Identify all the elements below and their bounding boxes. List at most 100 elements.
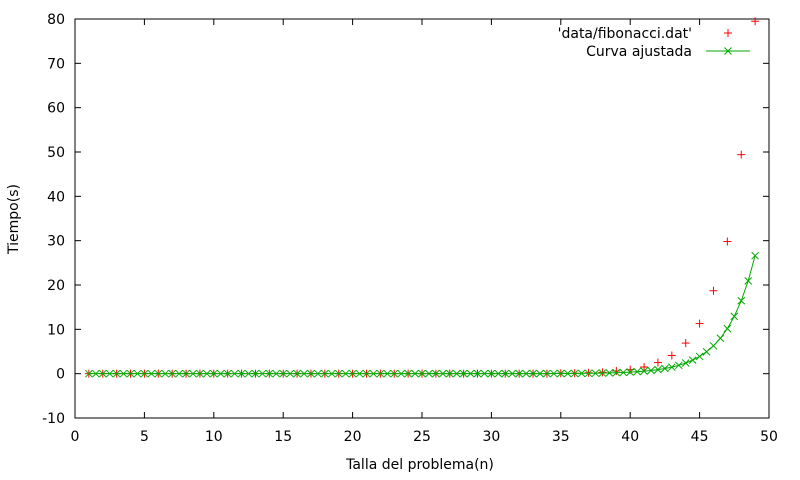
marker-d2 bbox=[529, 369, 537, 378]
marker-d2 bbox=[487, 369, 496, 378]
fit-curve-point bbox=[556, 369, 565, 378]
marker-d2 bbox=[452, 369, 461, 378]
marker-d2 bbox=[320, 369, 329, 378]
data-point bbox=[695, 319, 704, 328]
fit-curve-point bbox=[348, 369, 357, 378]
data-point bbox=[612, 367, 621, 376]
marker-d2 bbox=[230, 369, 239, 378]
marker-d2 bbox=[515, 369, 524, 378]
fit-curve-point bbox=[369, 369, 378, 378]
marker-d2 bbox=[175, 369, 183, 378]
marker-d2 bbox=[272, 369, 281, 378]
data-point bbox=[709, 286, 718, 295]
y-tick-label: 70 bbox=[47, 56, 65, 72]
marker-d2 bbox=[425, 369, 433, 378]
marker-d2 bbox=[147, 369, 156, 378]
marker-d2 bbox=[314, 369, 322, 378]
y-tick-label: 30 bbox=[47, 234, 65, 250]
y-tick-label: 0 bbox=[56, 367, 65, 383]
data-point bbox=[667, 351, 676, 360]
marker-d2 bbox=[605, 369, 614, 377]
fit-curve-point bbox=[397, 369, 406, 378]
fit-curve-point bbox=[716, 334, 725, 343]
fit-curve-point bbox=[723, 324, 732, 333]
fit-curve-point bbox=[196, 369, 204, 378]
fit-curve-point bbox=[730, 312, 739, 321]
marker-d2 bbox=[355, 369, 364, 378]
fit-curve-point bbox=[598, 369, 607, 377]
fit-curve-point bbox=[709, 341, 718, 350]
fit-curve-point bbox=[327, 369, 336, 378]
series-fibonacci-data bbox=[84, 17, 760, 378]
marker-d2 bbox=[223, 369, 232, 378]
x-tick-label: 50 bbox=[760, 429, 778, 445]
marker-d2 bbox=[286, 369, 294, 378]
marker-d2 bbox=[397, 369, 406, 378]
fit-curve-point bbox=[591, 369, 600, 378]
data-point bbox=[640, 363, 649, 372]
marker-d2 bbox=[438, 369, 447, 378]
marker-d2 bbox=[667, 363, 676, 371]
marker-d2 bbox=[432, 369, 440, 378]
y-axis-label: Tiempo(s) bbox=[6, 184, 22, 255]
tick-labels: 0 5 10 15 20 25 30 35 40 45 50 -10 0 10 20 30 40 50 60 70 80 bbox=[42, 12, 778, 445]
marker-d2 bbox=[661, 364, 669, 373]
marker-d2 bbox=[189, 369, 197, 378]
x-tick-label: 0 bbox=[71, 429, 80, 445]
fit-curve-point bbox=[536, 369, 544, 378]
fit-curve-point bbox=[230, 369, 239, 378]
marker-d2 bbox=[459, 369, 468, 378]
fit-curve-point bbox=[452, 369, 461, 378]
fit-curve-point bbox=[307, 369, 315, 378]
fit-curve-point bbox=[529, 369, 537, 378]
marker-d2 bbox=[348, 369, 357, 378]
marker-d2 bbox=[647, 366, 655, 375]
fit-curve-point bbox=[501, 369, 510, 378]
marker-d2 bbox=[404, 369, 412, 378]
marker-d2 bbox=[598, 369, 607, 377]
legend: 'data/fibonacci.dat' Curva ajustada bbox=[558, 26, 750, 60]
marker-d2 bbox=[570, 369, 579, 378]
x-tick-label: 25 bbox=[413, 429, 431, 445]
marker-d2 bbox=[126, 369, 135, 378]
marker-d2 bbox=[182, 369, 190, 378]
x-tick-label: 15 bbox=[274, 429, 292, 445]
fit-curve-point bbox=[209, 369, 218, 378]
fit-curve-point bbox=[237, 369, 246, 378]
marker-d2 bbox=[154, 369, 163, 378]
fit-curve-point bbox=[300, 369, 308, 378]
fit-curve-point bbox=[633, 367, 641, 376]
fit-curve-point bbox=[223, 369, 232, 378]
fit-curve-point bbox=[508, 369, 517, 378]
marker-d2 bbox=[203, 369, 211, 378]
fit-curve-point bbox=[390, 369, 399, 378]
plot-series bbox=[84, 17, 760, 378]
marker-d2 bbox=[543, 369, 551, 378]
fit-curve-point bbox=[612, 368, 621, 377]
fit-curve-point bbox=[119, 369, 128, 378]
marker-d2 bbox=[674, 361, 683, 370]
marker-d2 bbox=[473, 369, 482, 378]
fit-curve-point bbox=[494, 369, 503, 378]
marker-d2 bbox=[362, 369, 371, 378]
marker-d2 bbox=[724, 47, 732, 55]
fit-curve-point bbox=[522, 369, 530, 378]
x-tick-label: 20 bbox=[344, 429, 362, 445]
marker-d2 bbox=[702, 347, 711, 356]
fit-curve-point bbox=[286, 369, 294, 378]
legend-label-fit: Curva ajustada bbox=[586, 44, 692, 60]
fit-curve-point bbox=[605, 369, 614, 377]
fit-curve-point bbox=[244, 369, 253, 378]
fit-curve-point bbox=[737, 296, 746, 305]
marker-d2 bbox=[695, 352, 704, 361]
marker-d2 bbox=[196, 369, 204, 378]
fit-curve-point bbox=[432, 369, 440, 378]
x-tick-label: 45 bbox=[691, 429, 709, 445]
x-tick-label: 40 bbox=[621, 429, 639, 445]
marker-d2 bbox=[216, 369, 225, 378]
marker-d2 bbox=[85, 369, 93, 378]
fit-curve-point bbox=[203, 369, 211, 378]
fit-curve-point bbox=[251, 369, 260, 378]
marker-d2 bbox=[508, 369, 517, 378]
